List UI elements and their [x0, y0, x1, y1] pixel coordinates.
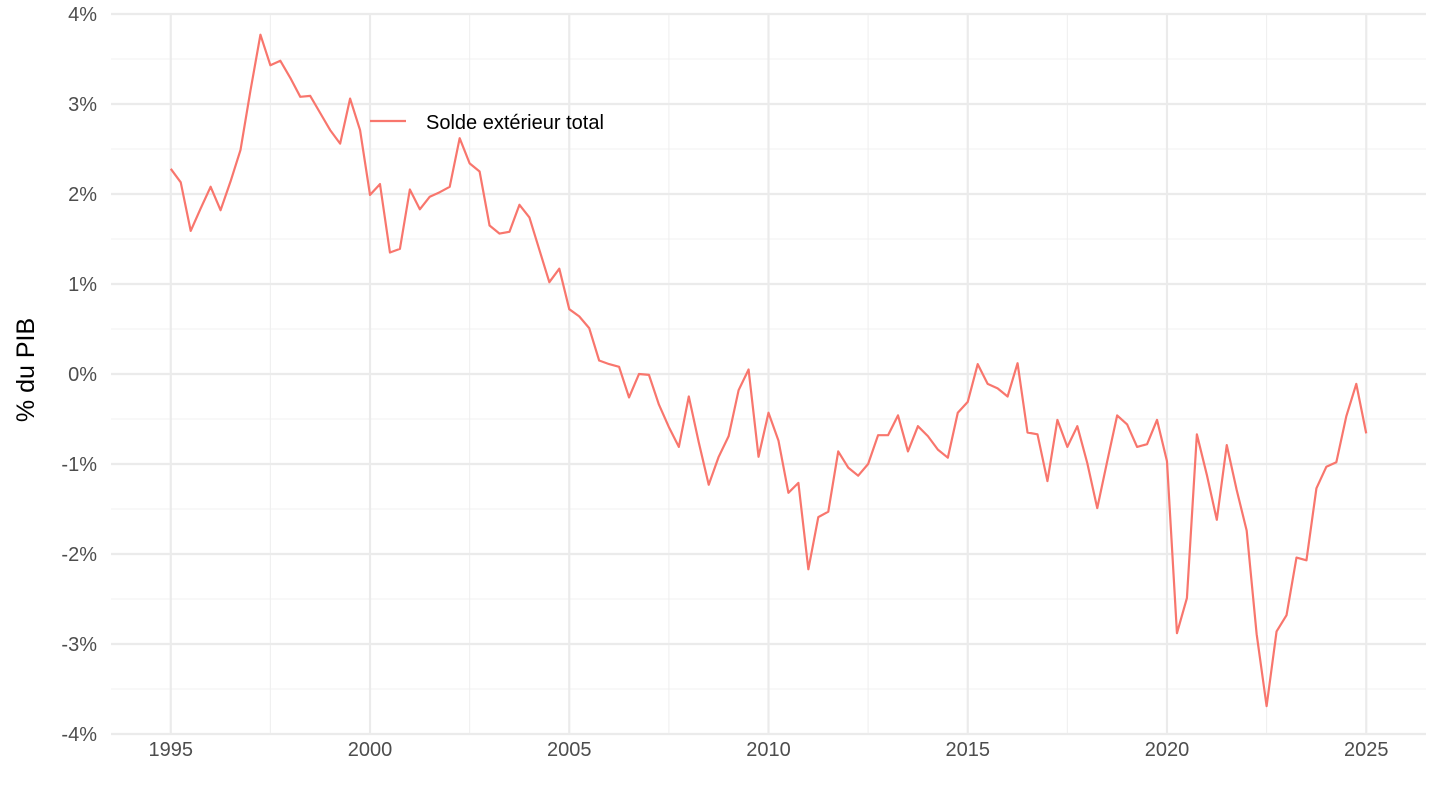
x-tick-label: 2000 — [348, 739, 393, 761]
x-tick-label: 2020 — [1145, 739, 1190, 761]
y-tick-label: -4% — [61, 724, 97, 746]
series-line — [169, 33, 1368, 708]
y-tick-label: 1% — [68, 274, 97, 296]
y-tick-label: -2% — [61, 544, 97, 566]
y-tick-label: 4% — [68, 4, 97, 26]
y-tick-label: -3% — [61, 634, 97, 656]
y-tick-label: -1% — [61, 454, 97, 476]
x-axis-tick-labels: 1995 2000 2005 2010 2015 2020 2025 — [149, 739, 1389, 761]
x-tick-label: 2015 — [945, 739, 990, 761]
series-layer — [169, 33, 1368, 708]
y-axis-tick-labels: -4% -3% -2% -1% 0% 1% 2% 3% 4% — [61, 4, 97, 746]
y-tick-label: 3% — [68, 94, 97, 116]
x-tick-label: 2010 — [746, 739, 791, 761]
major-gridlines — [111, 12, 1426, 736]
legend: Solde extérieur total — [370, 112, 604, 134]
y-tick-label: 0% — [68, 364, 97, 386]
legend-label: Solde extérieur total — [426, 112, 604, 134]
y-tick-label: 2% — [68, 184, 97, 206]
x-tick-label: 1995 — [149, 739, 194, 761]
x-tick-label: 2025 — [1344, 739, 1389, 761]
x-tick-label: 2005 — [547, 739, 592, 761]
y-axis-title: % du PIB — [12, 318, 40, 422]
